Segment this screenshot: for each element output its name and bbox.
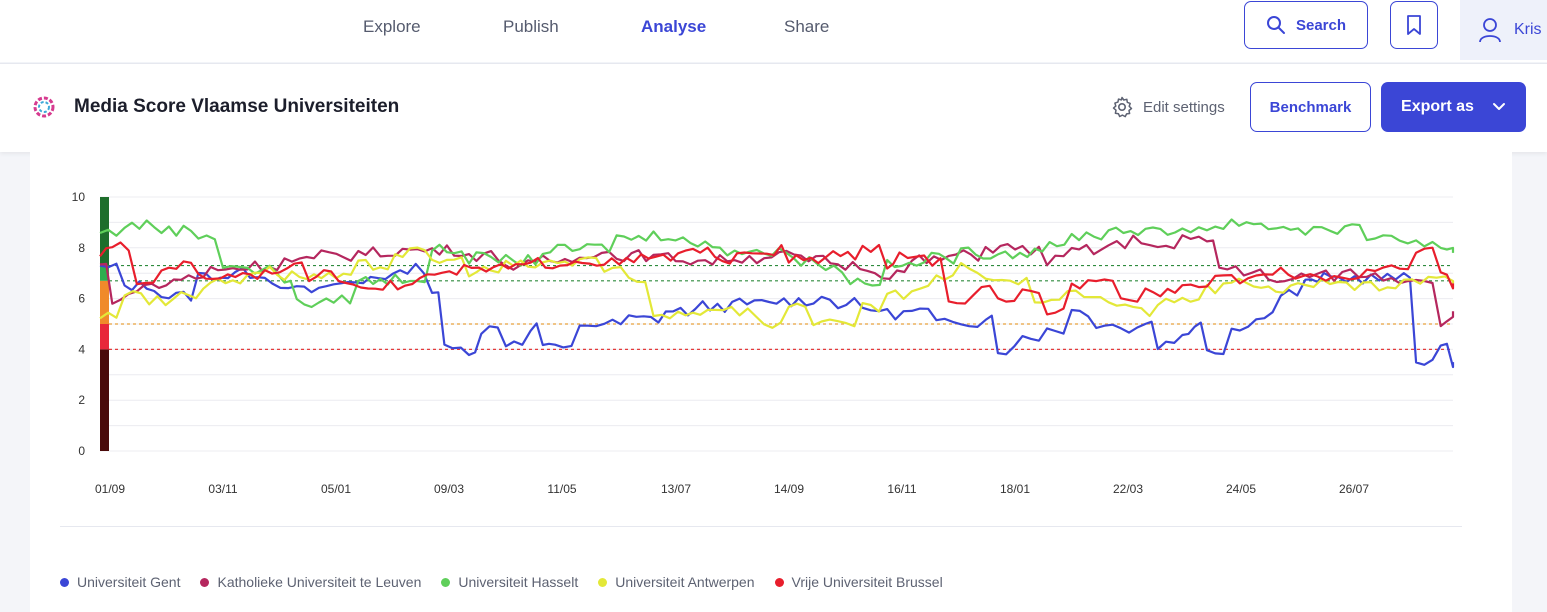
chevron-down-icon	[1492, 103, 1505, 110]
x-tick-label: 14/09	[774, 482, 804, 496]
series-line	[99, 246, 1455, 329]
x-tick-label: 18/01	[1000, 482, 1030, 496]
y-tick-label: 0	[78, 444, 85, 458]
series-line	[99, 262, 1455, 369]
gear-icon	[1112, 96, 1133, 118]
legend-label: Universiteit Gent	[77, 574, 181, 590]
series-line	[99, 241, 1455, 316]
y-tick-label: 2	[78, 393, 85, 407]
page-title: Media Score Vlaamse Universiteiten	[74, 96, 400, 117]
edit-settings-button[interactable]: Edit settings	[1111, 96, 1225, 118]
x-tick-label: 11/05	[547, 482, 576, 496]
x-tick-label: 05/01	[321, 482, 351, 496]
nav-analyse[interactable]: Analyse	[641, 17, 707, 36]
score-band	[100, 265, 109, 281]
legend-dot	[598, 577, 608, 587]
legend-item-leuven[interactable]: Katholieke Universiteit te Leuven	[200, 574, 421, 590]
x-tick-label: 01/09	[95, 482, 125, 496]
x-tick-label: 16/11	[887, 482, 916, 496]
chart-divider	[60, 526, 1462, 527]
media-score-chart: 0 2 4 6 8 10 01/09 03/11 05/01 09/03 11/05 13/07 14…	[72, 190, 1455, 496]
user-name: Kris	[1514, 21, 1542, 38]
top-navigation: Explore Publish Analyse Share Search Kri…	[0, 0, 1547, 62]
x-tick-label: 24/05	[1226, 482, 1256, 496]
score-band	[100, 349, 109, 451]
bookmark-icon	[1407, 15, 1421, 35]
user-menu[interactable]: Kris	[1460, 0, 1547, 60]
legend-label: Vrije Universiteit Brussel	[791, 574, 943, 590]
legend-label: Universiteit Hasselt	[458, 574, 579, 590]
x-tick-label: 22/03	[1113, 482, 1143, 496]
search-icon	[1266, 16, 1285, 34]
legend-item-gent[interactable]: Universiteit Gent	[60, 574, 180, 590]
legend-dot	[774, 577, 784, 587]
legend-label: Katholieke Universiteit te Leuven	[217, 574, 422, 590]
media-score-logo	[33, 96, 55, 118]
x-tick-label: 03/11	[208, 482, 237, 496]
y-tick-label: 6	[78, 292, 85, 306]
x-tick-label: 13/07	[661, 482, 691, 496]
score-band	[100, 280, 109, 324]
legend-item-hasselt[interactable]: Universiteit Hasselt	[441, 574, 578, 590]
nav-share[interactable]: Share	[784, 17, 830, 36]
x-tick-label: 26/07	[1339, 482, 1369, 496]
legend-item-brussel[interactable]: Vrije Universiteit Brussel	[774, 574, 943, 590]
nav-explore[interactable]: Explore	[363, 17, 421, 36]
score-band	[100, 324, 109, 350]
export-as-button[interactable]: Export as	[1381, 82, 1526, 132]
user-icon	[1479, 18, 1501, 43]
y-tick-label: 4	[78, 342, 85, 356]
legend-dot	[200, 577, 210, 587]
search-button[interactable]: Search	[1244, 1, 1368, 49]
series-line	[99, 234, 1455, 328]
y-tick-label: 10	[72, 190, 86, 204]
search-label: Search	[1295, 16, 1347, 34]
benchmark-button[interactable]: Benchmark	[1250, 82, 1371, 132]
chart-card	[30, 152, 1512, 612]
legend-item-antwerpen[interactable]: Universiteit Antwerpen	[598, 574, 755, 590]
page-header: Media Score Vlaamse Universiteiten Edit …	[0, 63, 1547, 152]
legend-label: Universiteit Antwerpen	[615, 574, 755, 590]
edit-settings-label: Edit settings	[1143, 98, 1225, 116]
legend-dot	[60, 577, 69, 587]
x-tick-label: 09/03	[434, 482, 464, 496]
export-as-label: Export as	[1401, 98, 1474, 115]
chart-legend: Universiteit Gent Katholieke Universitei…	[60, 574, 943, 590]
y-tick-label: 8	[78, 241, 85, 255]
nav-publish[interactable]: Publish	[503, 17, 559, 36]
bookmark-button[interactable]	[1390, 1, 1438, 49]
legend-dot	[441, 577, 451, 587]
